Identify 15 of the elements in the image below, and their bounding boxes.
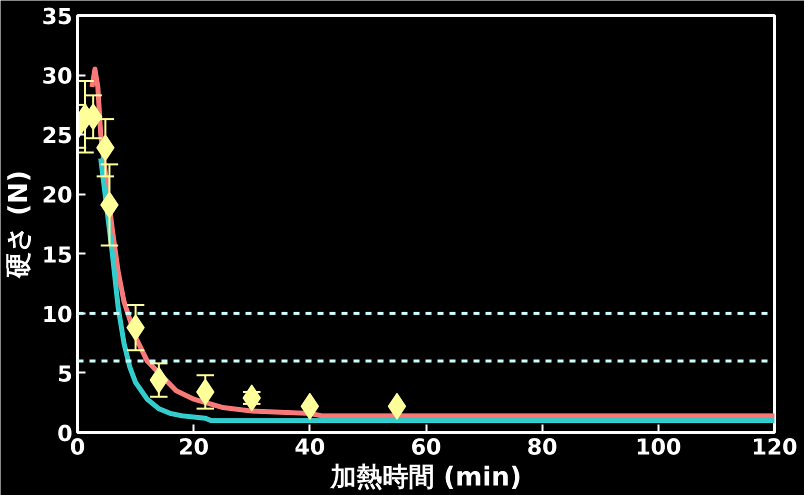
y-tick-label: 5 xyxy=(57,362,73,388)
y-tick-label: 35 xyxy=(42,5,73,30)
x-tick-label: 40 xyxy=(294,436,326,460)
y-tick-label: 30 xyxy=(42,64,73,90)
x-tick-label: 120 xyxy=(752,436,798,460)
y-tick-label: 20 xyxy=(42,184,73,209)
x-tick-label: 80 xyxy=(526,436,558,460)
y-tick-label: 25 xyxy=(42,124,73,150)
x-tick-label: 20 xyxy=(178,436,209,460)
x-tick-label: 60 xyxy=(410,436,442,460)
y-tick-label: 10 xyxy=(42,302,73,328)
y-axis-title: 硬さ (N) xyxy=(4,170,34,279)
x-tick-label: 100 xyxy=(635,436,682,460)
y-tick-label: 15 xyxy=(42,243,73,268)
x-axis-title: 加熱時間 (min) xyxy=(329,462,522,492)
